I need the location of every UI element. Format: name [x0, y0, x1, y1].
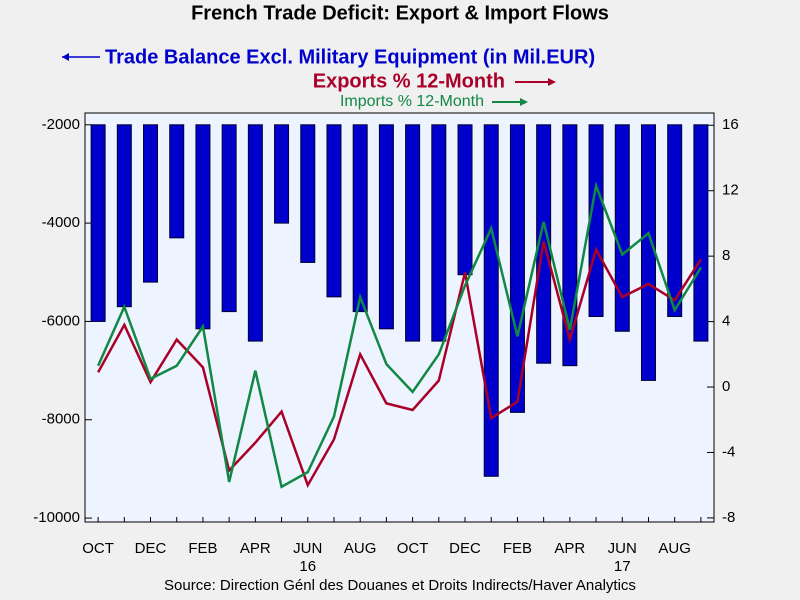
bar: [90, 124, 106, 322]
y2-tick-label: -8: [722, 509, 735, 526]
y-tick-label: -4000: [42, 214, 80, 231]
bar: [143, 124, 159, 283]
bar: [300, 124, 316, 263]
y-tick-label: -6000: [42, 312, 80, 329]
x-tick-label: AUG: [658, 540, 691, 557]
legend-arrowhead: [62, 53, 69, 61]
bar: [431, 124, 447, 342]
y2-tick-label: 4: [722, 313, 730, 330]
x-year-label: 16: [299, 558, 316, 575]
y2-tick-label: -4: [722, 443, 735, 460]
line-series: [96, 181, 702, 489]
x-tick-label: AUG: [344, 540, 377, 557]
x-tick-label: OCT: [82, 540, 114, 557]
x-tick-label: FEB: [503, 540, 532, 557]
bar: [247, 124, 263, 342]
bar: [667, 124, 683, 318]
chart-title: French Trade Deficit: Export & Import Fl…: [191, 2, 609, 24]
bar: [457, 124, 473, 276]
line-series: [97, 241, 702, 489]
legend-label: Trade Balance Excl. Military Equipment (…: [105, 46, 595, 68]
y2-tick-label: 8: [722, 247, 730, 264]
y-tick-label: -10000: [33, 509, 80, 526]
legend-arrowhead: [548, 78, 556, 86]
bar: [483, 124, 499, 477]
legend-label: Imports % 12-Month: [340, 93, 484, 110]
x-tick-label: FEB: [188, 540, 217, 557]
bar: [352, 124, 368, 313]
x-tick-label: DEC: [135, 540, 167, 557]
source-note: Source: Direction Génl des Douanes et Dr…: [164, 577, 636, 594]
bar: [195, 124, 211, 330]
legend-arrowhead: [520, 98, 528, 106]
y2-tick-label: 12: [722, 182, 739, 199]
x-tick-label: DEC: [449, 540, 481, 557]
bar: [169, 124, 185, 239]
bar: [326, 124, 342, 298]
x-tick-label: JUN: [608, 540, 637, 557]
y-tick-label: -8000: [42, 411, 80, 428]
x-tick-label: APR: [554, 540, 585, 557]
bar: [693, 124, 709, 342]
x-tick-label: OCT: [397, 540, 429, 557]
bar: [116, 124, 132, 308]
bar: [378, 124, 394, 330]
y2-tick-label: 16: [722, 116, 739, 133]
bar: [221, 124, 237, 313]
bar: [640, 124, 656, 381]
bar: [509, 124, 525, 413]
bar: [588, 124, 604, 318]
bar: [274, 124, 290, 224]
plot-area: [84, 112, 715, 523]
bar: [405, 124, 421, 342]
x-tick-label: APR: [240, 540, 271, 557]
x-year-label: 17: [614, 558, 631, 575]
legend-label: Exports % 12-Month: [313, 70, 505, 92]
y-tick-label: -2000: [42, 116, 80, 133]
bar: [614, 124, 630, 332]
y2-tick-label: 0: [722, 378, 730, 395]
x-tick-label: JUN: [293, 540, 322, 557]
